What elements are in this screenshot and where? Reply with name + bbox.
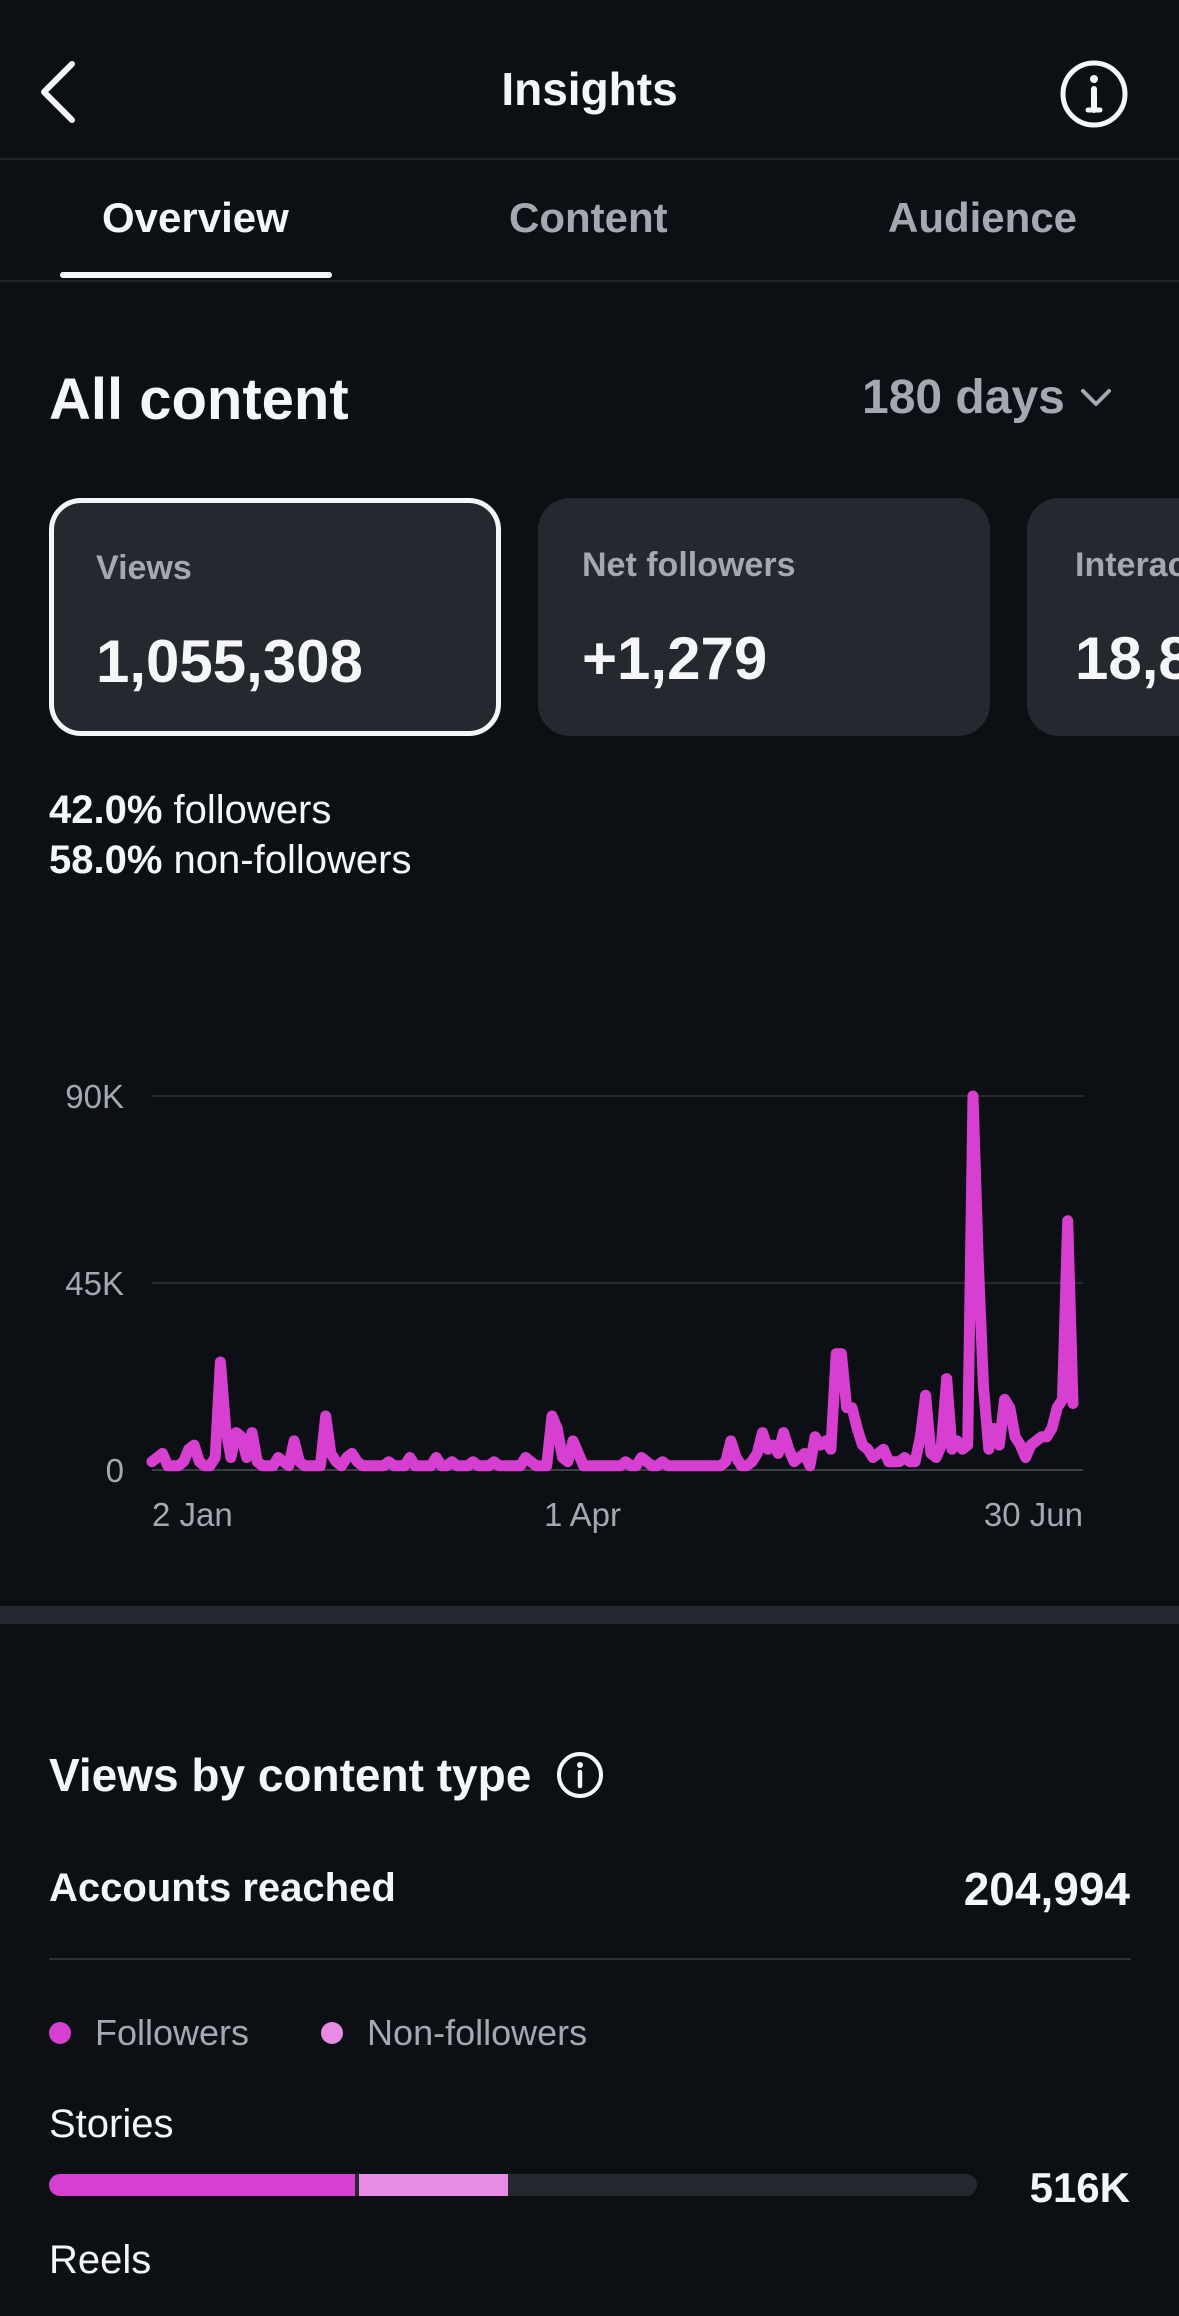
metric-card-interactions[interactable]: Interactions 18,8 [1027,498,1179,736]
legend-dot-nonfollowers [321,2022,344,2044]
followers-label: followers [173,788,332,832]
y-tick-label: 45K [65,1265,124,1302]
metric-value: +1,279 [582,625,768,692]
legend: Followers Non-followers [49,2012,587,2054]
metric-label: Views [96,549,192,587]
divider [49,1958,1131,1960]
metric-card-net-followers[interactable]: Net followers +1,279 [538,498,990,736]
metric-value: 18,8 [1075,625,1179,692]
nonfollowers-label: non-followers [173,838,412,882]
chevron-left-icon [41,61,75,123]
chevron-down-icon [1080,388,1111,406]
stories-followers-segment [49,2174,356,2196]
tab-content[interactable]: Content [509,194,668,241]
content-type-label-stories: Stories [49,2102,174,2146]
x-tick-label: 30 Jun [984,1496,1083,1533]
info-icon [1060,60,1128,128]
y-tick-label: 90K [65,1078,124,1115]
breakdown-title: Views by content type [49,1749,532,1801]
x-tick-label: 1 Apr [544,1496,621,1533]
active-tab-indicator [60,272,332,278]
views-series-line [146,1090,1079,1472]
date-range-label: 180 days [862,371,1065,424]
section-title: All content [49,367,349,432]
tab-audience[interactable]: Audience [888,194,1078,241]
back-button[interactable] [30,52,100,132]
info-icon[interactable] [555,1750,605,1800]
views-line-chart: 90K 45K 0 2 Jan 1 Apr 30 Jun [65,1078,1083,1533]
metric-card-views[interactable]: Views 1,055,308 [49,498,501,736]
stories-nonfollowers-segment [359,2174,508,2196]
top-bar [0,0,1179,160]
tab-bar: Overview Content Audience [0,158,1179,282]
nonfollowers-percent: 58.0% [49,838,163,882]
date-range-selector[interactable]: 180 days [862,370,1113,425]
stories-value: 516K [1029,2164,1130,2211]
metric-label: Net followers [582,546,796,584]
section-divider [0,1606,1179,1624]
content-type-label-reels: Reels [49,2238,152,2282]
legend-label-followers: Followers [95,2012,250,2053]
y-tick-label: 0 [106,1452,124,1489]
x-tick-label: 2 Jan [152,1496,233,1533]
tab-overview[interactable]: Overview [102,194,289,241]
legend-label-nonfollowers: Non-followers [367,2012,588,2053]
legend-dot-followers [49,2022,71,2044]
followers-percent: 42.0% [49,788,163,832]
breakdown-heading: Views by content type [49,1748,605,1802]
metric-label: Interactions [1075,546,1179,584]
page-title: Insights [501,63,678,115]
info-button[interactable] [1058,58,1130,130]
followers-share: 42.0% followers [49,788,331,833]
accounts-reached-label: Accounts reached [49,1866,396,1910]
accounts-reached-value: 204,994 [963,1863,1130,1915]
stories-bar [49,2174,977,2196]
metric-value: 1,055,308 [96,628,363,695]
nonfollowers-share: 58.0% non-followers [49,838,411,883]
